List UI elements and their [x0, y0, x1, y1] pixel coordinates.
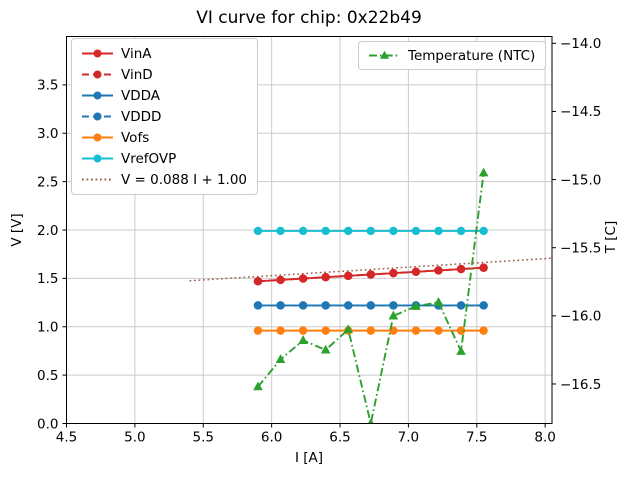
legend-label: Vofs [121, 129, 150, 146]
x-tick-label: 5.0 [124, 430, 145, 446]
legend-line-sample-icon [82, 112, 113, 121]
x-tick-label: 6.0 [261, 430, 282, 446]
y-tick-label-left: 3.0 [37, 126, 58, 142]
legend-main: VinA VinD VDDA VDDD Vofs VrefOVP V = 0.088 I +… [71, 38, 259, 195]
legend-item-vind: VinD [81, 64, 247, 85]
x-tick-label: 6.5 [329, 430, 350, 446]
y-tick-label-right: −16.5 [560, 377, 601, 393]
y-tick-label-left: 1.0 [37, 320, 58, 336]
legend-temperature: Temperature (NTC) [358, 41, 547, 70]
y-tick-label-left: 1.5 [37, 271, 58, 287]
legend-label: Temperature (NTC) [408, 47, 536, 64]
series-vind [253, 263, 488, 286]
y-tick-label-right: −15.0 [560, 172, 601, 188]
y-tick-label-left: 2.0 [37, 223, 58, 239]
x-tick-label: 4.5 [56, 430, 77, 446]
legend-line-sample-icon [82, 154, 113, 163]
legend-item-vrefovp: VrefOVP [81, 148, 247, 169]
legend-item-temperature: Temperature (NTC) [368, 45, 535, 66]
legend-label: V = 0.088 I + 1.00 [121, 171, 248, 188]
series-vrefovp [253, 226, 488, 236]
y-tick-label-left: 0.5 [37, 368, 58, 384]
tick-marks [62, 42, 556, 428]
y-tick-label-right: −14.0 [560, 36, 601, 52]
legend-label: VDDD [121, 108, 162, 125]
y-axis-label-left: V [V] [9, 213, 25, 247]
legend-line-sample-icon [82, 133, 113, 142]
legend-line-sample-icon [82, 91, 113, 100]
y-tick-label-left: 0.0 [37, 416, 58, 432]
legend-label: VDDA [121, 87, 161, 104]
y-axis-label-right: T [C] [603, 220, 619, 254]
x-tick-label: 7.5 [466, 430, 487, 446]
legend-label: VrefOVP [121, 150, 177, 167]
legend-item-vddd: VDDD [81, 106, 247, 127]
series-temperature [253, 167, 489, 424]
legend-item-vina: VinA [81, 43, 247, 64]
legend-label: VinA [121, 45, 152, 62]
series-vddd [253, 301, 488, 310]
legend-line-sample-icon [369, 50, 400, 59]
legend-line-sample-icon [82, 178, 113, 181]
legend-line-sample-icon [82, 49, 113, 58]
y-tick-label-left: 2.5 [37, 174, 58, 190]
x-axis-label: I [A] [294, 450, 324, 466]
chart-title: VI curve for chip: 0x22b49 [196, 8, 422, 28]
x-tick-label: 5.5 [193, 430, 214, 446]
legend-label: VinD [121, 66, 153, 83]
y-tick-label-right: −16.0 [560, 309, 601, 325]
fit-line [189, 257, 552, 282]
legend-item-fit: V = 0.088 I + 1.00 [81, 169, 247, 190]
y-tick-label-right: −15.5 [560, 241, 601, 257]
y-tick-label-left: 3.5 [37, 78, 58, 94]
legend-line-sample-icon [82, 70, 113, 79]
legend-item-vofs: Vofs [81, 127, 247, 148]
y-tick-label-right: −14.5 [560, 104, 601, 120]
x-tick-label: 8.0 [534, 430, 555, 446]
legend-item-vdda: VDDA [81, 85, 247, 106]
x-tick-label: 7.0 [398, 430, 419, 446]
